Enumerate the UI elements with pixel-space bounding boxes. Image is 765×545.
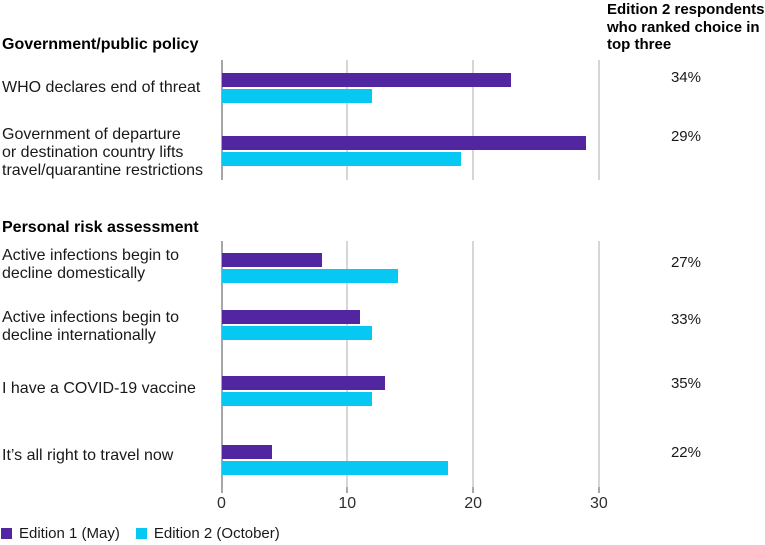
gridline xyxy=(472,241,475,487)
edition1-color-swatch xyxy=(1,527,12,539)
row-label: Government of departure or destination co… xyxy=(2,126,220,180)
row-label: I have a COVID-19 vaccine xyxy=(2,380,220,398)
edition2-color-swatch xyxy=(135,527,147,539)
row-label: It’s all right to travel now xyxy=(2,447,220,465)
x-axis-tick-label: 30 xyxy=(589,495,608,512)
legend-label-edition2: Edition 2 (October) xyxy=(153,524,280,542)
edition1-bar xyxy=(221,376,386,390)
x-axis-tick xyxy=(472,487,475,493)
pct-value: 29% xyxy=(670,128,701,145)
gridline xyxy=(346,241,349,487)
row-label: Active infections begin to decline intern… xyxy=(2,309,220,345)
x-axis-tick xyxy=(597,487,600,493)
x-axis-tick xyxy=(220,487,223,493)
right-column-header-line: Edition 2 respondents xyxy=(607,1,765,18)
legend-label-edition1: Edition 1 (May) xyxy=(19,524,120,542)
pct-value: 22% xyxy=(670,444,701,461)
gridline xyxy=(472,60,475,180)
right-column-header-line: top three xyxy=(607,36,672,53)
legend-item-edition1: Edition 1 (May) xyxy=(1,525,120,542)
y-axis-line xyxy=(220,60,223,180)
y-axis-line xyxy=(220,241,223,487)
row-label-line: It’s all right to travel now xyxy=(2,447,174,464)
edition1-bar xyxy=(221,136,587,150)
edition1-bar xyxy=(221,73,511,87)
row-label-line: WHO declares end of threat xyxy=(2,79,201,96)
row-label: WHO declares end of threat xyxy=(2,79,220,97)
x-axis-tick-label: 10 xyxy=(338,495,357,512)
edition1-bar xyxy=(221,445,272,459)
chart-legend: Edition 1 (May) Edition 2 (October) xyxy=(1,524,296,542)
pct-value: 35% xyxy=(670,375,701,392)
edition1-bar xyxy=(221,310,360,324)
edition2-bar xyxy=(221,269,398,283)
pct-value: 27% xyxy=(670,254,701,271)
right-column-header: Edition 2 respondents who ranked choice … xyxy=(607,1,765,54)
x-axis-tick xyxy=(346,487,349,493)
row-label-line: Active infections begin to xyxy=(2,247,179,264)
row-label-line: Active infections begin to xyxy=(2,309,179,326)
section-heading: Government/public policy xyxy=(2,36,199,53)
row-label-line: decline domestically xyxy=(2,265,146,282)
section-heading: Personal risk assessment xyxy=(2,219,199,236)
row-label-line: Government of departure xyxy=(2,126,181,143)
edition1-bar xyxy=(221,253,323,267)
gridline xyxy=(597,60,600,180)
edition2-bar xyxy=(221,326,373,340)
edition2-bar xyxy=(221,89,373,103)
row-label-line: travel/quarantine restrictions xyxy=(2,162,203,179)
row-label-line: decline internationally xyxy=(2,327,156,344)
gridline xyxy=(346,60,349,180)
row-label-line: I have a COVID-19 vaccine xyxy=(2,380,196,397)
edition2-bar xyxy=(221,152,461,166)
pct-value: 33% xyxy=(670,311,701,328)
right-column-header-line: who ranked choice in xyxy=(607,18,760,36)
gridline xyxy=(597,241,600,487)
legend-item-edition2: Edition 2 (October) xyxy=(135,524,280,542)
x-axis-tick-label: 20 xyxy=(464,495,482,512)
pct-value: 34% xyxy=(670,69,701,86)
edition2-bar xyxy=(221,461,448,475)
edition2-bar xyxy=(221,392,373,406)
x-axis-tick-label: 0 xyxy=(217,495,226,512)
row-label: Active infections begin to decline domest… xyxy=(2,247,220,283)
row-label-line: or destination country lifts xyxy=(2,144,184,161)
